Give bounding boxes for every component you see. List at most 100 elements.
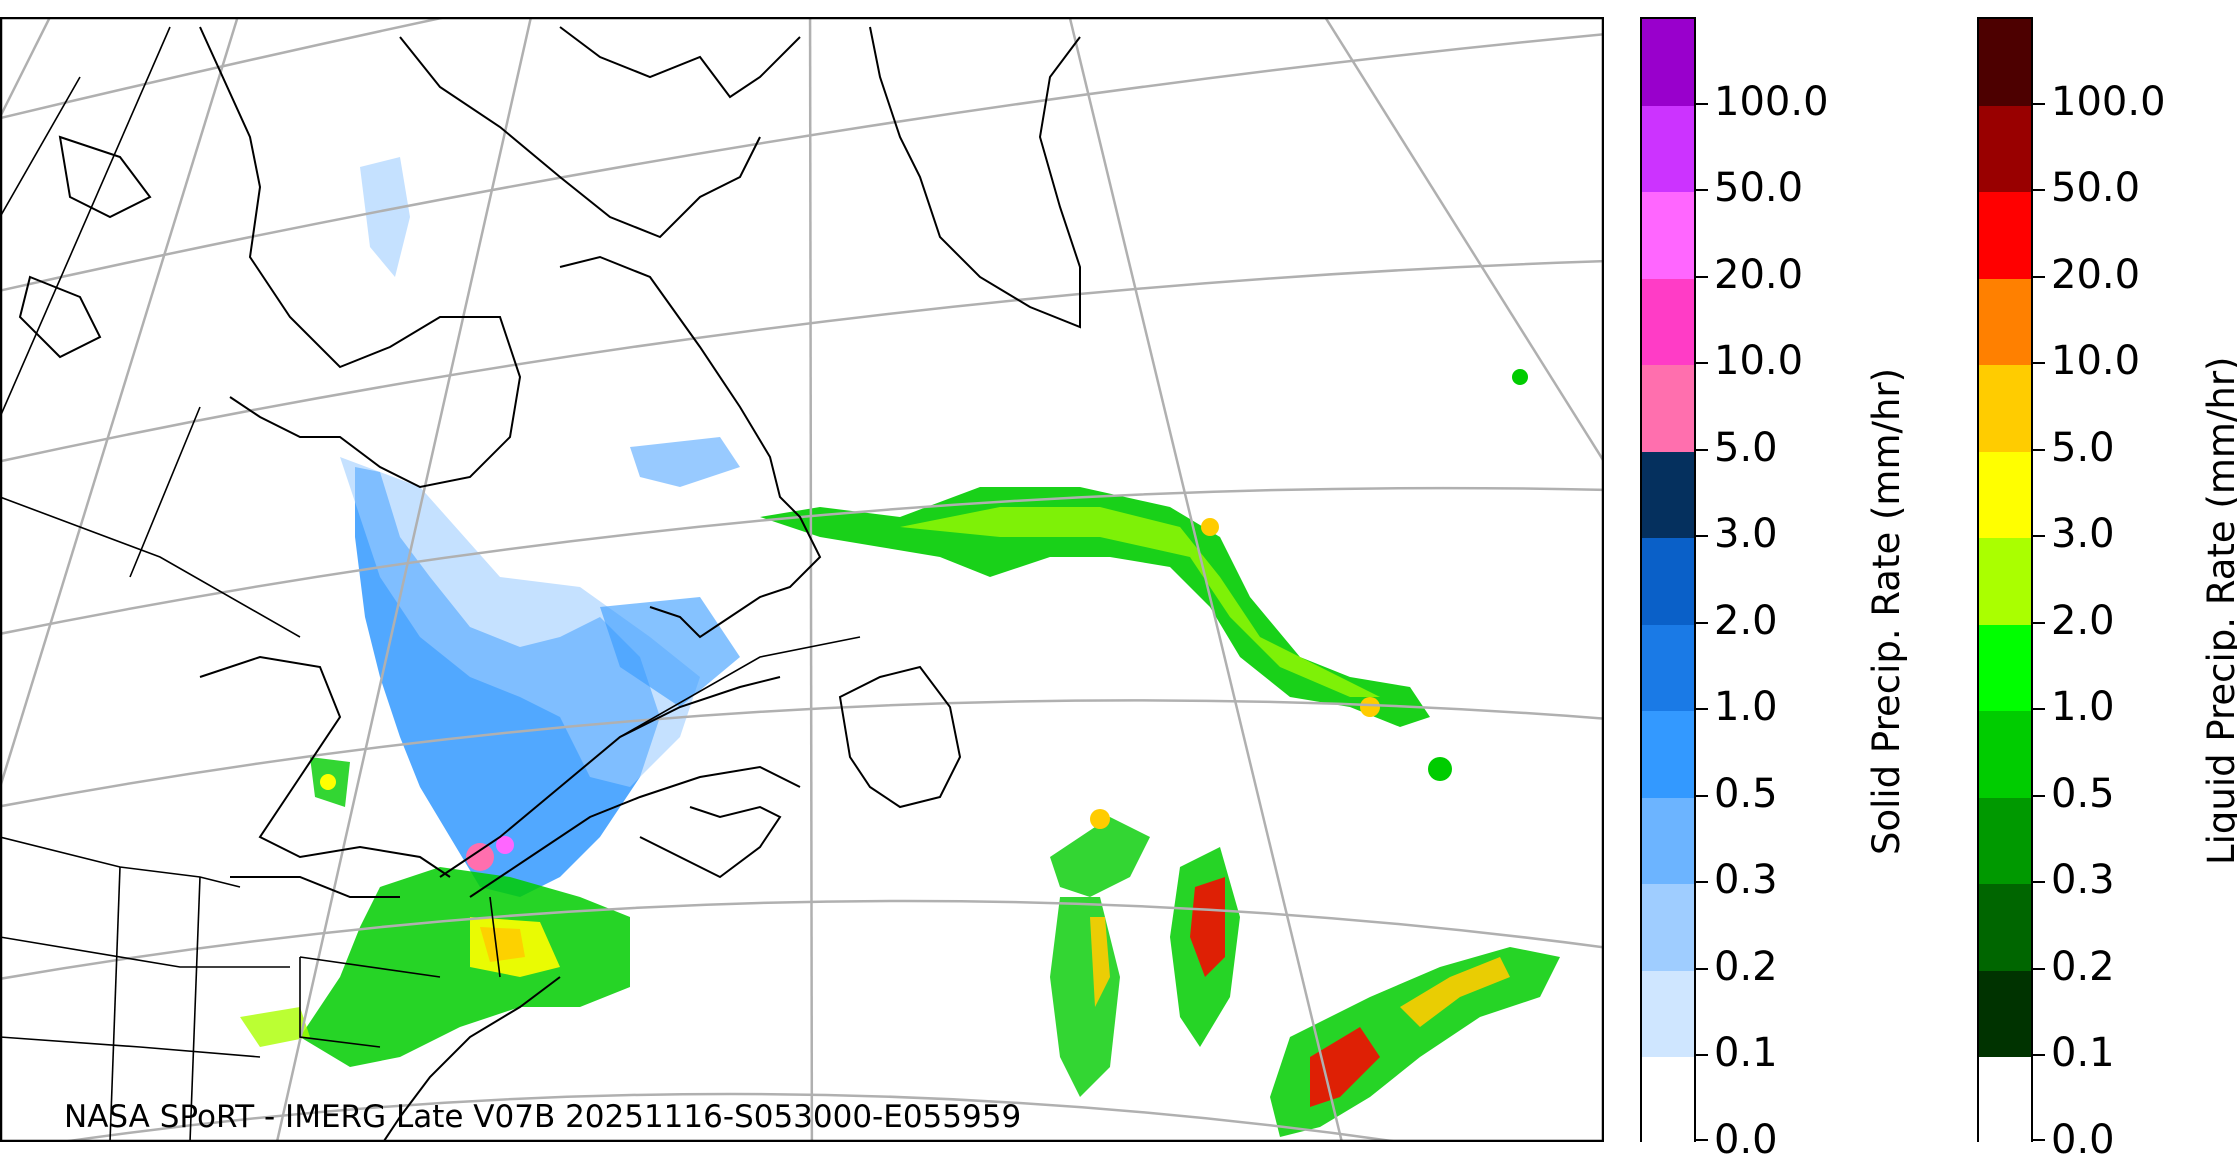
graticule-parallel-7: [0, 17, 452, 120]
colorbar-liquid-segment: [1979, 1057, 2031, 1144]
colorbar-solid-segment: [1642, 192, 1694, 279]
colorbar-liquid: [1977, 17, 2033, 1144]
colorbar-solid-tick-label: 2.0: [1714, 597, 1778, 644]
colorbar-liquid-tick-label: 0.2: [2051, 943, 2115, 990]
colorbar-liquid-tick: [2033, 1054, 2045, 1057]
border-quebec-labrador: [619, 636, 861, 738]
graticule-meridian-4: [808, 17, 814, 1142]
map-frame: [0, 17, 1604, 1142]
colorbar-liquid-tick-label: 5.0: [2051, 424, 2115, 471]
liquid-heavy-cell: [1090, 809, 1110, 829]
graticule-parallel-2: [0, 899, 1604, 981]
colorbar-liquid-tick: [2033, 881, 2045, 884]
colorbar-liquid-tick-label: 0.1: [2051, 1030, 2115, 1077]
coastline-great-lakes-2: [230, 876, 400, 898]
solid-precip-heavy-2: [496, 836, 514, 854]
liquid-precip-streak-2-core: [1090, 917, 1110, 1007]
colorbar-liquid-tick-label: 0.3: [2051, 857, 2115, 904]
liquid-precip-area-us: [300, 867, 630, 1067]
colorbar-solid-label: Solid Precip. Rate (mm/hr): [1865, 367, 1908, 855]
graticule-parallel-5: [0, 259, 1604, 463]
colorbar-liquid-tick: [2033, 967, 2045, 970]
colorbar-solid-tick: [1696, 708, 1708, 711]
map-panel: NASA SPoRT - IMERG Late V07B 20251116-S0…: [0, 17, 1604, 1142]
border-province-1: [0, 496, 301, 638]
colorbar-solid-segment: [1642, 711, 1694, 798]
border-province-2: [0, 76, 81, 218]
coastline-hudson-bay: [199, 26, 522, 489]
coastline-baffin-north: [559, 26, 801, 99]
border-canada-us: [0, 836, 241, 888]
border-us-states-4: [189, 876, 201, 1142]
liquid-cell-small: [1428, 757, 1452, 781]
colorbar-liquid-tick: [2033, 1139, 2045, 1141]
colorbar-liquid-tick: [2033, 794, 2045, 797]
graticule-parallel-3: [0, 699, 1604, 808]
colorbar-solid-tick: [1696, 448, 1708, 451]
colorbar-liquid-segment: [1979, 105, 2031, 193]
liquid-cell-lake: [320, 774, 336, 790]
graticule-meridian-3: [275, 17, 533, 1142]
border-us-states-2: [0, 1036, 261, 1058]
solid-precip-area-east: [600, 597, 740, 707]
colorbar-solid-segment: [1642, 365, 1694, 452]
colorbar-solid-segment: [1642, 538, 1694, 625]
coastline-us-east: [382, 976, 561, 1142]
coastline-baffin: [399, 36, 761, 239]
liquid-precip-streak-1-core: [1190, 877, 1225, 977]
colorbar-solid-segment: [1642, 970, 1694, 1058]
liquid-precip-area-us-core2: [480, 927, 525, 962]
colorbar-solid-tick-label: 0.1: [1714, 1030, 1778, 1077]
colorbar-liquid-segment: [1979, 365, 2031, 452]
coastline-nova-scotia: [639, 805, 782, 879]
colorbar-liquid-segment: [1979, 538, 2031, 625]
colorbar-liquid-segment: [1979, 451, 2031, 539]
colorbar-liquid-tick-label: 10.0: [2051, 338, 2141, 385]
colorbar-solid-segment: [1642, 884, 1694, 971]
liquid-precip-band-atlantic: [760, 487, 1430, 727]
colorbar-solid-tick: [1696, 967, 1708, 970]
graticule-meridian-6: [1323, 17, 1604, 464]
border-state-ne-1: [299, 957, 381, 1048]
colorbar-solid-tick: [1696, 881, 1708, 884]
colorbar-solid-tick: [1696, 102, 1708, 105]
coastline-arctic-islands: [18, 135, 152, 359]
colorbar-liquid-segment: [1979, 624, 2031, 712]
graticule-meridian-5: [1068, 17, 1344, 1142]
colorbar-solid-tick: [1696, 794, 1708, 797]
liquid-precip-area-west: [240, 1007, 310, 1047]
graticule-parallel-1: [53, 1092, 1408, 1142]
coastline-great-lakes: [199, 655, 451, 878]
colorbar-solid-tick: [1696, 275, 1708, 278]
colorbar-solid-tick-label: 1.0: [1714, 684, 1778, 731]
colorbar-solid-tick-label: 0.3: [1714, 857, 1778, 904]
solid-precip-heavy: [466, 843, 494, 871]
border-province-4: [129, 406, 201, 578]
colorbar-solid-tick-label: 3.0: [1714, 511, 1778, 558]
colorbar-liquid-segment: [1979, 192, 2031, 279]
colorbar-solid-tick-label: 5.0: [1714, 424, 1778, 471]
colorbar-liquid-tick-label: 100.0: [2051, 78, 2166, 125]
map-background: [0, 17, 1604, 1142]
solid-precip-area-quebec-light: [340, 457, 700, 787]
colorbar-solid-segment: [1642, 451, 1694, 539]
graticule: [0, 17, 1604, 1142]
caption: NASA SPoRT - IMERG Late V07B 20251116-S0…: [64, 1099, 1022, 1135]
border-province-3: [0, 26, 171, 418]
colorbar-solid-tick-label: 100.0: [1714, 78, 1829, 125]
precipitation-layer: [240, 157, 1560, 1137]
colorbar-solid-tick: [1696, 1139, 1708, 1141]
border-state-ne-2: [299, 956, 441, 978]
colorbar-liquid-tick: [2033, 102, 2045, 105]
colorbar-solid-segment: [1642, 105, 1694, 193]
colorbar-solid-tick-label: 50.0: [1714, 165, 1804, 212]
coastline-greenland: [869, 26, 1081, 329]
colorbar-solid-tick-label: 10.0: [1714, 338, 1804, 385]
colorbar-liquid-segment: [1979, 970, 2031, 1058]
colorbar-liquid-segment: [1979, 884, 2031, 971]
border-state-ne-3: [489, 896, 501, 978]
liquid-precip-cells-ocean: [1050, 817, 1150, 897]
liquid-cell-ne: [1512, 369, 1528, 385]
border-us-states-3: [109, 866, 121, 1142]
colorbar-liquid-segment: [1979, 711, 2031, 798]
